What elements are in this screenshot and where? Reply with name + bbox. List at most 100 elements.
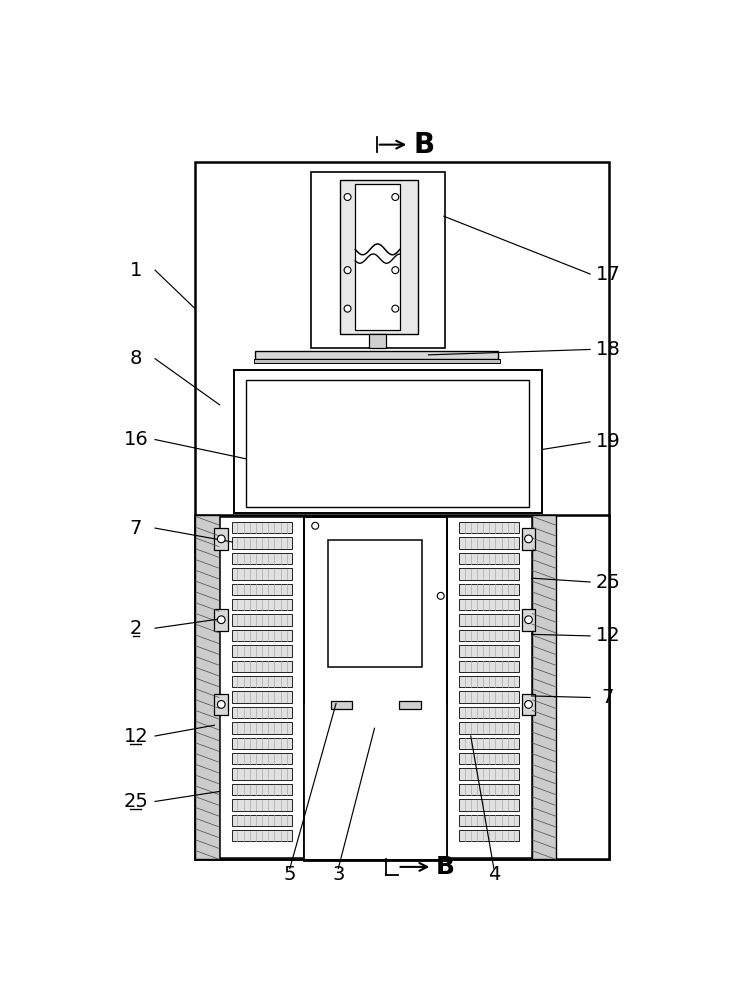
Circle shape (525, 701, 532, 708)
Bar (232, 584, 292, 595)
Bar (214, 528, 228, 550)
Bar (246, 380, 529, 507)
Text: 16: 16 (123, 430, 148, 449)
Circle shape (392, 267, 399, 274)
Text: 12: 12 (123, 726, 148, 746)
Text: 4: 4 (487, 865, 500, 884)
Bar (232, 676, 292, 687)
Bar (459, 830, 519, 841)
Bar (459, 614, 519, 626)
Circle shape (312, 522, 319, 529)
Circle shape (218, 701, 225, 708)
Text: 3: 3 (332, 865, 345, 884)
Bar (459, 768, 519, 780)
Bar (459, 599, 519, 610)
Bar (459, 676, 519, 687)
Bar (232, 830, 292, 841)
Bar (232, 553, 292, 564)
Text: 5: 5 (284, 865, 296, 884)
Bar (459, 738, 519, 749)
Bar (232, 799, 292, 811)
Bar (232, 691, 292, 703)
Circle shape (344, 305, 351, 312)
Text: 2: 2 (130, 619, 142, 638)
Text: 7: 7 (130, 519, 142, 538)
Text: 25: 25 (123, 792, 148, 811)
Bar (459, 799, 519, 811)
Bar (232, 707, 292, 718)
Bar (214, 609, 228, 631)
Circle shape (525, 535, 532, 543)
Bar (369, 334, 386, 348)
Bar (232, 599, 292, 610)
Bar (232, 630, 292, 641)
Text: 1: 1 (130, 261, 142, 280)
Bar (356, 184, 400, 330)
Bar (459, 645, 519, 657)
Bar (232, 784, 292, 795)
Bar (232, 645, 292, 657)
Bar (459, 568, 519, 580)
Circle shape (392, 305, 399, 312)
Text: 19: 19 (595, 432, 620, 451)
Bar (232, 537, 292, 549)
Bar (459, 707, 519, 718)
Bar (459, 815, 519, 826)
Bar (331, 701, 352, 709)
Bar (220, 517, 304, 858)
Text: 7: 7 (602, 688, 614, 707)
Circle shape (525, 616, 532, 624)
Text: 25: 25 (595, 572, 620, 591)
Bar (522, 694, 535, 715)
Bar (459, 537, 519, 549)
Bar (254, 359, 500, 363)
Bar (311, 172, 446, 348)
Bar (232, 722, 292, 734)
Circle shape (392, 194, 399, 200)
Bar (459, 553, 519, 564)
Bar (232, 768, 292, 780)
Text: B: B (436, 855, 455, 879)
Bar (340, 180, 419, 334)
Bar (459, 691, 519, 703)
Bar (447, 517, 531, 858)
Bar (232, 568, 292, 580)
Circle shape (344, 194, 351, 200)
Bar (459, 584, 519, 595)
Bar (232, 661, 292, 672)
Bar (328, 540, 422, 667)
Text: B: B (413, 131, 434, 159)
Bar (522, 609, 535, 631)
Bar (459, 522, 519, 533)
Bar (459, 722, 519, 734)
Bar (399, 701, 421, 709)
Bar (304, 517, 447, 861)
Bar (459, 661, 519, 672)
Circle shape (218, 616, 225, 624)
Circle shape (344, 267, 351, 274)
Bar (459, 784, 519, 795)
Text: 18: 18 (595, 340, 620, 359)
Bar (232, 753, 292, 764)
Bar (232, 815, 292, 826)
Text: 17: 17 (595, 264, 620, 284)
Bar (459, 630, 519, 641)
Bar (234, 370, 542, 513)
Bar (232, 522, 292, 533)
Bar (522, 528, 535, 550)
Bar (214, 694, 228, 715)
Bar (304, 517, 447, 705)
Bar (195, 515, 608, 859)
Circle shape (218, 535, 225, 543)
Bar (195, 515, 220, 859)
Bar (232, 614, 292, 626)
Bar (531, 515, 556, 859)
Circle shape (438, 592, 444, 599)
Bar (304, 704, 447, 859)
Text: 8: 8 (130, 349, 142, 368)
Bar (459, 753, 519, 764)
Text: 12: 12 (595, 626, 620, 645)
Bar (255, 351, 498, 359)
Bar (232, 738, 292, 749)
Bar (195, 162, 608, 859)
